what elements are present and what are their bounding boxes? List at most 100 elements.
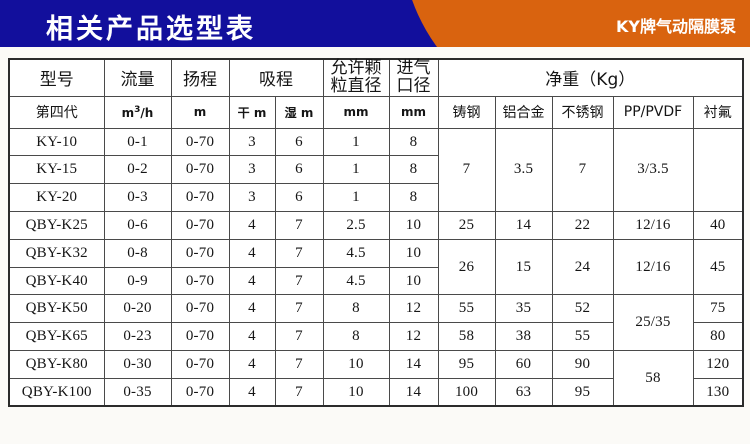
- th-net-weight: 净重（Kg）: [437, 58, 744, 97]
- cell-weight-fluorine: 130: [692, 377, 744, 407]
- table-row: QBY-K32 0-8 0-70 4 7 4.5 10 26 15 24 12/…: [8, 238, 744, 296]
- cell-inlet: 14: [388, 377, 439, 407]
- th-air-inlet: 进气 口径: [388, 58, 439, 97]
- cell-inlet: 12: [388, 322, 439, 352]
- cell-flow: 0-3: [103, 183, 172, 213]
- th-head-unit: m: [170, 95, 230, 129]
- cell-weight-pp-pvdf: 58: [612, 350, 694, 407]
- th-cast-steel: 铸钢: [437, 95, 496, 129]
- cell-model: QBY-K25: [8, 211, 105, 240]
- cell-weight-pp-pvdf: 12/16: [612, 238, 694, 296]
- th-particle-line1: 允许颗: [330, 58, 382, 78]
- cell-suction-dry: 4: [228, 238, 276, 268]
- flow-unit-tail: /h: [140, 105, 154, 120]
- cell-head: 0-70: [170, 127, 230, 157]
- cell-suction-dry: 4: [228, 377, 276, 407]
- cell-particle: 1: [322, 127, 390, 157]
- cell-suction-dry: 3: [228, 183, 276, 213]
- cell-head: 0-70: [170, 294, 230, 324]
- cell-suction-wet: 7: [274, 294, 324, 324]
- orange-block-shape: [566, 0, 750, 47]
- cell-weight-pp-pvdf: 12/16: [612, 211, 694, 240]
- th-suction: 吸程: [228, 58, 324, 97]
- cell-model: KY-10: [8, 127, 105, 157]
- cell-flow: 0-8: [103, 238, 172, 268]
- cell-weight-fluorine: 45: [692, 238, 744, 296]
- cell-head: 0-70: [170, 266, 230, 296]
- cell-weight-cast-steel: 25: [437, 211, 496, 240]
- cell-head: 0-70: [170, 238, 230, 268]
- cell-particle: 1: [322, 155, 390, 185]
- th-flow-unit: m3/h: [103, 95, 172, 129]
- spec-table-container: 型号 流量 扬程 吸程 允许颗 粒直径 进气 口径 净重（Kg） 第四代 m3/…: [8, 58, 745, 408]
- table-row: KY-20 0-3 0-70 3 6 1 8: [8, 183, 743, 213]
- cell-flow: 0-6: [103, 211, 172, 240]
- cell-particle: 10: [322, 350, 390, 379]
- cell-suction-wet: 6: [274, 155, 324, 185]
- th-air-inlet-line1: 进气: [396, 58, 431, 78]
- cell-model: KY-15: [8, 155, 105, 185]
- cell-particle: 2.5: [322, 211, 390, 240]
- cell-weight-fluorine: 80: [692, 322, 744, 352]
- cell-particle: 1: [322, 183, 390, 213]
- th-air-inlet-line2: 口径: [396, 75, 431, 96]
- cell-particle: 8: [322, 322, 390, 352]
- th-particle-diameter: 允许颗 粒直径: [322, 58, 390, 97]
- th-generation: 第四代: [8, 95, 105, 129]
- th-particle-line2: 粒直径: [330, 75, 382, 96]
- table-header-row-2: 第四代 m3/h m 干 m 湿 m mm mm 铸钢 铝合金 不锈钢 PP/P…: [8, 95, 744, 129]
- cell-particle: 8: [322, 294, 390, 324]
- cell-weight-cast-steel: 26: [437, 238, 496, 296]
- cell-weight-cast-steel: 58: [437, 322, 496, 352]
- cell-weight-aluminium: 38: [494, 322, 553, 352]
- cell-particle: 4.5: [322, 266, 390, 296]
- cell-inlet: 14: [388, 350, 439, 379]
- cell-suction-dry: 3: [228, 155, 276, 185]
- cell-weight-cast-steel: 7: [437, 127, 496, 213]
- cell-head: 0-70: [170, 350, 230, 379]
- table-row: QBY-K50 0-20 0-70 4 7 8 12 55 35 52 25/3…: [8, 294, 744, 352]
- cell-suction-dry: 4: [228, 266, 276, 296]
- cell-weight-aluminium: 35: [494, 294, 553, 324]
- th-head: 扬程: [170, 58, 230, 97]
- cell-inlet: 8: [388, 155, 439, 185]
- cell-inlet: 10: [388, 238, 439, 268]
- cell-suction-dry: 4: [228, 211, 276, 240]
- cell-model: QBY-K40: [8, 266, 105, 296]
- th-air-inlet-unit: mm: [388, 95, 439, 129]
- cell-flow: 0-1: [103, 127, 172, 157]
- cell-head: 0-70: [170, 155, 230, 185]
- cell-weight-stainless: 95: [551, 377, 614, 407]
- th-stainless-steel: 不锈钢: [551, 95, 614, 129]
- cell-weight-stainless: 24: [551, 238, 614, 296]
- cell-inlet: 10: [388, 211, 439, 240]
- cell-suction-wet: 7: [274, 238, 324, 268]
- cell-weight-cast-steel: 95: [437, 350, 496, 379]
- cell-particle: 10: [322, 377, 390, 407]
- table-row: QBY-K40 0-9 0-70 4 7 4.5 10: [8, 266, 743, 296]
- cell-inlet: 8: [388, 183, 439, 213]
- cell-head: 0-70: [170, 211, 230, 240]
- product-selection-table: 型号 流量 扬程 吸程 允许颗 粒直径 进气 口径 净重（Kg） 第四代 m3/…: [8, 58, 745, 408]
- cell-suction-wet: 7: [274, 211, 324, 240]
- th-aluminium-alloy: 铝合金: [494, 95, 553, 129]
- page-title: 相关产品选型表: [46, 14, 256, 45]
- cell-suction-wet: 7: [274, 266, 324, 296]
- cell-model: QBY-K80: [8, 350, 105, 379]
- cell-model: QBY-K50: [8, 294, 105, 324]
- cell-inlet: 12: [388, 294, 439, 324]
- th-model: 型号: [8, 58, 105, 97]
- th-suction-wet-unit: 湿 m: [274, 95, 324, 129]
- cell-weight-pp-pvdf: 3/3.5: [612, 127, 694, 213]
- cell-head: 0-70: [170, 377, 230, 407]
- cell-model: KY-20: [8, 183, 105, 213]
- cell-suction-wet: 6: [274, 127, 324, 157]
- cell-model: QBY-K100: [8, 377, 105, 407]
- cell-weight-aluminium: 14: [494, 211, 553, 240]
- th-suction-dry-unit: 干 m: [228, 95, 276, 129]
- cell-flow: 0-9: [103, 266, 172, 296]
- table-row: QBY-K80 0-30 0-70 4 7 10 14 95 60 90 58 …: [8, 350, 744, 407]
- th-fluorine-lined: 衬氟: [692, 95, 744, 129]
- header-banner: 相关产品选型表 KY牌气动隔膜泵: [0, 0, 750, 47]
